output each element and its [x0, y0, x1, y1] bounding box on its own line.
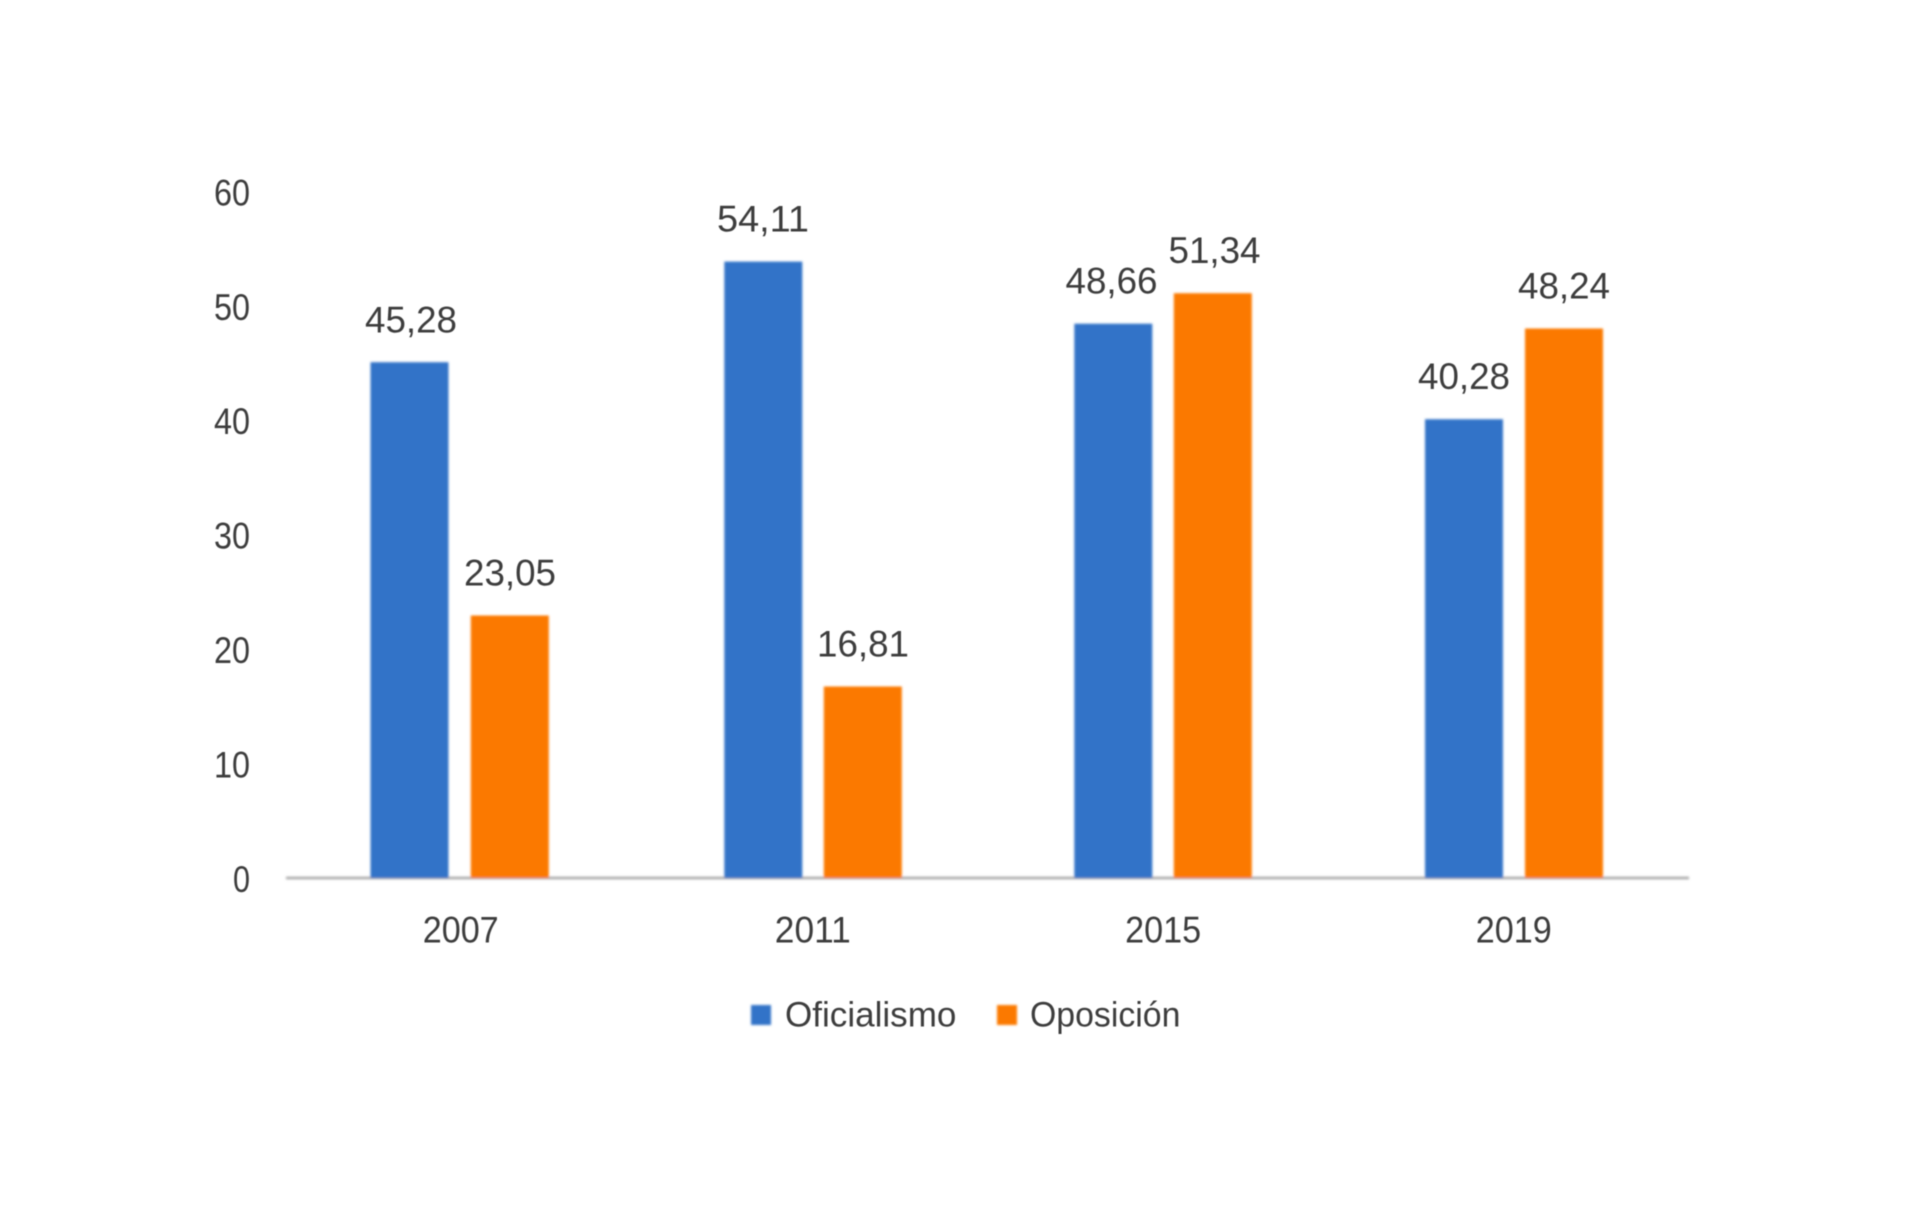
svg-text:50: 50 — [214, 287, 250, 328]
svg-text:45,28: 45,28 — [365, 299, 457, 340]
svg-text:51,34: 51,34 — [1169, 230, 1261, 271]
svg-text:10: 10 — [214, 744, 250, 785]
svg-text:2019: 2019 — [1476, 909, 1552, 950]
svg-text:54,11: 54,11 — [717, 199, 809, 240]
svg-text:48,66: 48,66 — [1066, 261, 1158, 302]
svg-text:40,28: 40,28 — [1418, 356, 1510, 397]
svg-text:Oposición: Oposición — [1030, 996, 1180, 1035]
svg-text:40: 40 — [214, 401, 250, 442]
svg-text:0: 0 — [233, 859, 250, 900]
svg-text:60: 60 — [214, 172, 250, 213]
svg-text:23,05: 23,05 — [464, 553, 556, 594]
svg-text:2007: 2007 — [423, 909, 499, 950]
svg-text:Oficialismo: Oficialismo — [785, 996, 956, 1035]
svg-text:48,24: 48,24 — [1518, 266, 1610, 307]
svg-text:2015: 2015 — [1125, 909, 1201, 950]
svg-text:16,81: 16,81 — [817, 624, 909, 665]
svg-text:30: 30 — [214, 516, 250, 557]
svg-text:20: 20 — [214, 630, 250, 671]
svg-text:2011: 2011 — [775, 909, 851, 950]
